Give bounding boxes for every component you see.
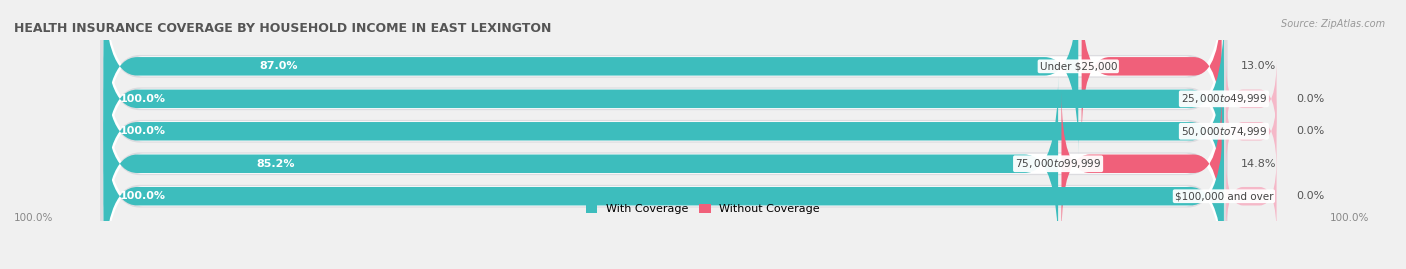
FancyBboxPatch shape	[1226, 59, 1277, 138]
FancyBboxPatch shape	[1062, 92, 1222, 236]
Text: 85.2%: 85.2%	[256, 159, 295, 169]
Text: 14.8%: 14.8%	[1240, 159, 1277, 169]
FancyBboxPatch shape	[104, 0, 1223, 202]
FancyBboxPatch shape	[104, 43, 1223, 220]
FancyBboxPatch shape	[104, 60, 1223, 267]
FancyBboxPatch shape	[1226, 157, 1277, 236]
Text: $75,000 to $99,999: $75,000 to $99,999	[1015, 157, 1101, 170]
Text: 13.0%: 13.0%	[1240, 61, 1277, 71]
Text: 0.0%: 0.0%	[1296, 191, 1324, 201]
Text: 100.0%: 100.0%	[14, 213, 53, 223]
FancyBboxPatch shape	[100, 0, 1227, 169]
Text: 0.0%: 0.0%	[1296, 126, 1324, 136]
Text: $25,000 to $49,999: $25,000 to $49,999	[1181, 92, 1267, 105]
FancyBboxPatch shape	[104, 28, 1223, 235]
Text: Under $25,000: Under $25,000	[1039, 61, 1116, 71]
FancyBboxPatch shape	[100, 94, 1227, 269]
FancyBboxPatch shape	[100, 29, 1227, 233]
Text: 100.0%: 100.0%	[120, 94, 166, 104]
Text: 100.0%: 100.0%	[1330, 213, 1369, 223]
Text: 100.0%: 100.0%	[120, 191, 166, 201]
FancyBboxPatch shape	[1081, 0, 1222, 138]
Legend: With Coverage, Without Coverage: With Coverage, Without Coverage	[582, 200, 824, 219]
FancyBboxPatch shape	[104, 93, 1223, 269]
Text: 100.0%: 100.0%	[120, 126, 166, 136]
FancyBboxPatch shape	[100, 61, 1227, 266]
FancyBboxPatch shape	[104, 11, 1223, 187]
Text: 0.0%: 0.0%	[1296, 94, 1324, 104]
Text: Source: ZipAtlas.com: Source: ZipAtlas.com	[1281, 19, 1385, 29]
FancyBboxPatch shape	[104, 76, 1059, 252]
FancyBboxPatch shape	[104, 0, 1078, 154]
FancyBboxPatch shape	[100, 0, 1227, 201]
FancyBboxPatch shape	[104, 0, 1223, 170]
Text: HEALTH INSURANCE COVERAGE BY HOUSEHOLD INCOME IN EAST LEXINGTON: HEALTH INSURANCE COVERAGE BY HOUSEHOLD I…	[14, 23, 551, 36]
Text: $50,000 to $74,999: $50,000 to $74,999	[1181, 125, 1267, 138]
Text: $100,000 and over: $100,000 and over	[1174, 191, 1274, 201]
FancyBboxPatch shape	[104, 108, 1223, 269]
FancyBboxPatch shape	[1226, 92, 1277, 171]
Text: 87.0%: 87.0%	[260, 61, 298, 71]
